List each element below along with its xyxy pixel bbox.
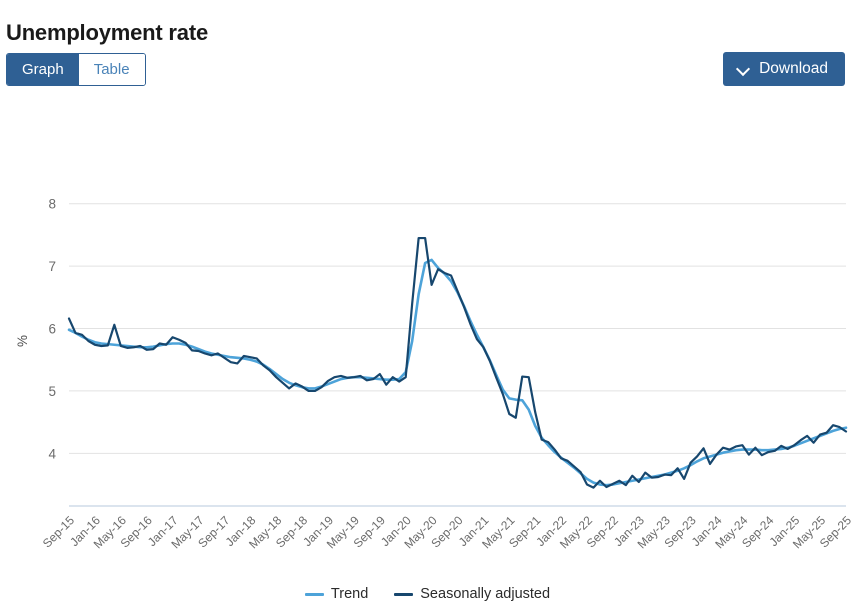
legend-swatch-trend xyxy=(304,592,324,596)
download-button[interactable]: Download xyxy=(723,52,845,86)
svg-text:%: % xyxy=(15,335,30,347)
tab-graph[interactable]: Graph xyxy=(7,54,79,85)
svg-text:5: 5 xyxy=(48,384,56,399)
chart-legend: Trend Seasonally adjusted xyxy=(0,586,855,602)
svg-text:4: 4 xyxy=(48,446,56,461)
svg-text:7: 7 xyxy=(48,259,56,274)
chart-container: 4 5 6 7 8% Sep-15 Jan-16 May-16 Sep-16 Jan-17 May-… xyxy=(0,108,855,614)
svg-text:6: 6 xyxy=(48,322,56,337)
chevron-down-icon xyxy=(737,63,750,76)
legend-item-trend[interactable]: Trend xyxy=(304,586,369,602)
view-toggle-group: Graph Table xyxy=(6,53,146,86)
svg-text:8: 8 xyxy=(48,197,56,212)
legend-swatch-seasonally-adjusted xyxy=(394,592,414,596)
download-button-label: Download xyxy=(759,60,828,77)
page-title: Unemployment rate xyxy=(6,19,208,45)
legend-label-trend: Trend xyxy=(330,586,369,602)
legend-label-seasonally-adjusted: Seasonally adjusted xyxy=(420,586,551,602)
unemployment-line-chart: 45678%Sep-15Jan-16May-16Sep-16Jan-17May-… xyxy=(15,197,854,552)
tab-table[interactable]: Table xyxy=(78,54,145,85)
legend-item-seasonally-adjusted[interactable]: Seasonally adjusted xyxy=(394,586,550,602)
